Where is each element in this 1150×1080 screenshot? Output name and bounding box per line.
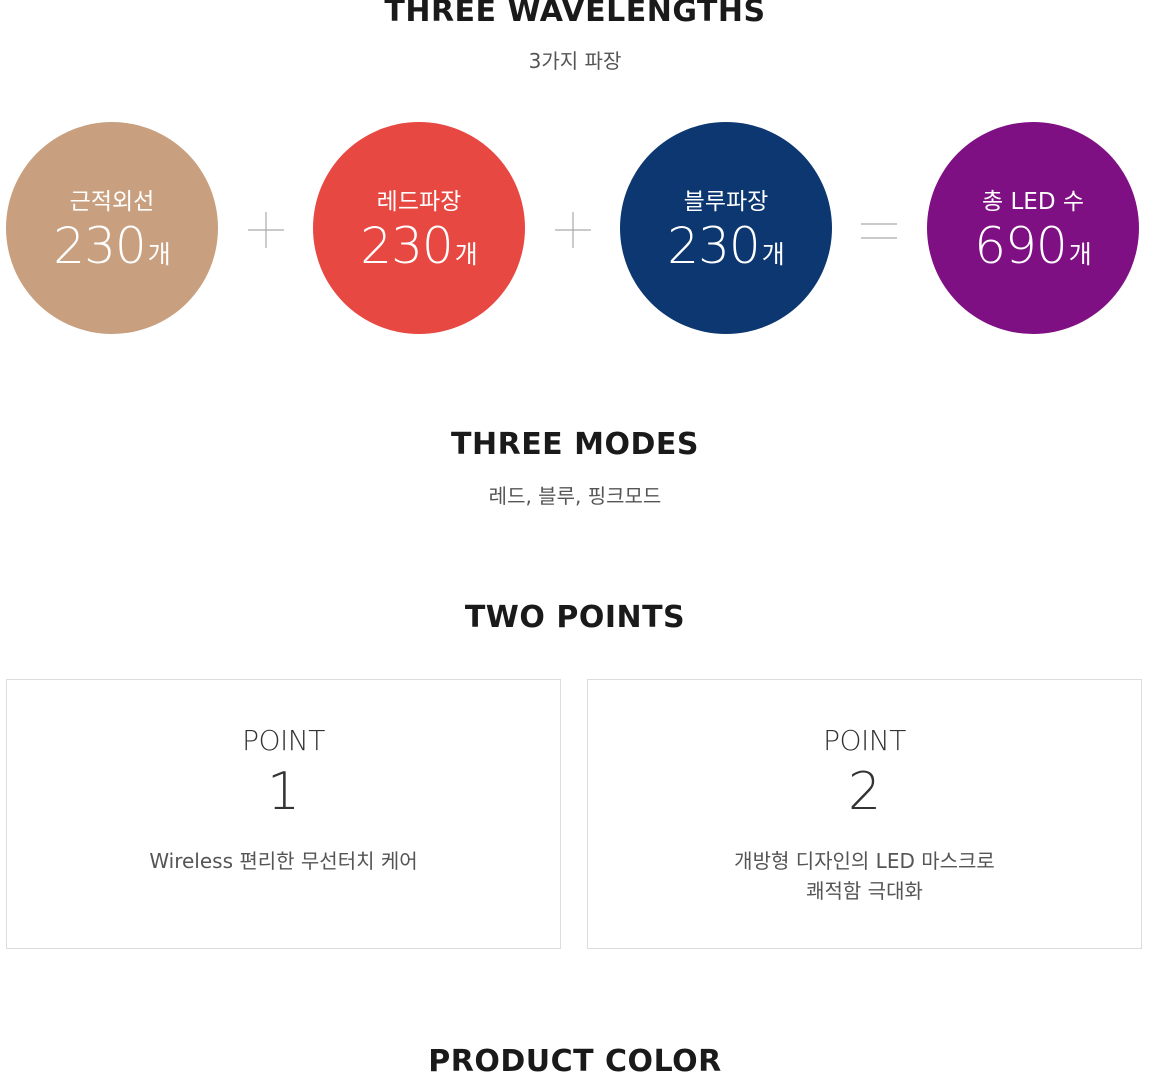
point-description-line: Wireless 편리한 무선터치 케어 bbox=[149, 849, 418, 873]
wavelengths-subheading: 3가지 파장 bbox=[528, 49, 622, 73]
points-heading: TWO POINTS bbox=[464, 600, 686, 635]
point-description: 개방형 디자인의 LED 마스크로 쾌적함 극대화 bbox=[588, 846, 1141, 906]
modes-subheading: 레드, 블루, 핑크모드 bbox=[488, 484, 662, 508]
circle-unit: 개 bbox=[761, 240, 785, 269]
product-color-heading: PRODUCT COLOR bbox=[428, 1044, 722, 1079]
circle-number: 230 bbox=[667, 217, 760, 275]
circle-blue: 블루파장 230개 bbox=[620, 122, 832, 334]
plus-icon bbox=[248, 212, 284, 248]
circle-unit: 개 bbox=[147, 240, 171, 269]
point-description-line: 개방형 디자인의 LED 마스크로 bbox=[734, 849, 995, 873]
circle-number: 690 bbox=[974, 217, 1067, 275]
circle-value: 230개 bbox=[6, 218, 218, 286]
equals-icon bbox=[861, 212, 897, 248]
point-description-line: 쾌적함 극대화 bbox=[806, 879, 923, 903]
plus-icon bbox=[555, 212, 591, 248]
circle-label: 블루파장 bbox=[683, 189, 769, 215]
point-number: 1 bbox=[266, 762, 301, 822]
modes-heading: THREE MODES bbox=[451, 427, 699, 462]
point-label: POINT bbox=[242, 724, 325, 757]
circle-number: 230 bbox=[53, 217, 146, 275]
circle-value: 230개 bbox=[620, 218, 832, 286]
circle-unit: 개 bbox=[454, 240, 478, 269]
wavelengths-heading: THREE WAVELENGTHS bbox=[384, 0, 766, 29]
circle-label: 레드파장 bbox=[376, 189, 462, 215]
point-card-2: POINT 2 개방형 디자인의 LED 마스크로 쾌적함 극대화 bbox=[587, 679, 1142, 949]
point-description: Wireless 편리한 무선터치 케어 bbox=[7, 846, 560, 876]
circle-total-led: 총 LED 수 690개 bbox=[927, 122, 1139, 334]
point-label: POINT bbox=[823, 724, 906, 757]
circle-number: 230 bbox=[360, 217, 453, 275]
circle-red: 레드파장 230개 bbox=[313, 122, 525, 334]
circle-label: 근적외선 bbox=[69, 189, 155, 215]
circle-label: 총 LED 수 bbox=[982, 189, 1084, 215]
point-card-1: POINT 1 Wireless 편리한 무선터치 케어 bbox=[6, 679, 561, 949]
point-number: 2 bbox=[847, 762, 882, 822]
circle-value: 690개 bbox=[927, 218, 1139, 286]
circle-near-infrared: 근적외선 230개 bbox=[6, 122, 218, 334]
circle-value: 230개 bbox=[313, 218, 525, 286]
circle-unit: 개 bbox=[1068, 240, 1092, 269]
